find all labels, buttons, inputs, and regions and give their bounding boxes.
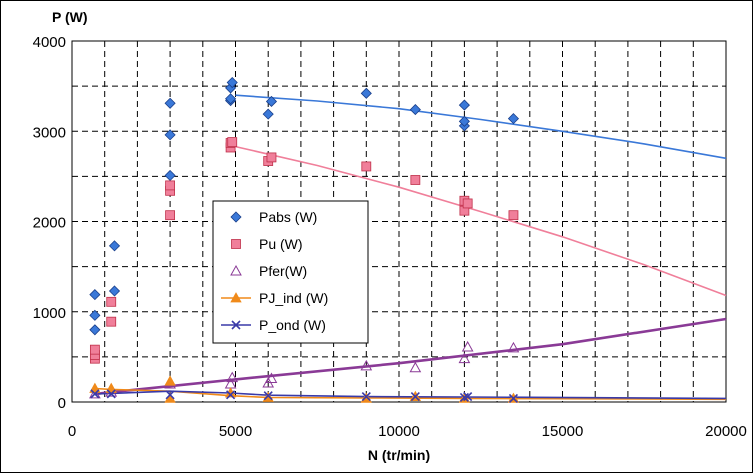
- trend-line: [94, 317, 727, 396]
- legend-item: Pabs (W): [230, 209, 317, 225]
- trend-line: [94, 387, 727, 401]
- data-point: [360, 359, 373, 371]
- data-point: [108, 240, 121, 252]
- data-point: [508, 393, 519, 403]
- data-point: [410, 175, 421, 185]
- trend-line: [235, 145, 727, 297]
- data-point: [227, 137, 238, 147]
- data-point: [458, 99, 470, 111]
- data-point: [361, 161, 372, 172]
- data-point: [225, 93, 237, 105]
- legend-item: Pfer(W): [230, 263, 307, 279]
- data-point: [105, 382, 117, 393]
- data-point: [507, 341, 520, 353]
- legend-item: PJ_ind (W): [221, 290, 328, 306]
- data-point: [459, 392, 469, 403]
- data-point: [89, 344, 100, 355]
- data-point: [108, 285, 121, 297]
- data-point: [164, 169, 176, 182]
- data-point: [265, 95, 278, 108]
- data-point: [262, 108, 274, 120]
- data-point: [165, 210, 176, 221]
- legend-marker: [230, 264, 242, 276]
- legend-marker: [231, 239, 241, 249]
- data-point: [226, 76, 238, 89]
- legend-marker: [231, 320, 241, 330]
- data-point: [507, 113, 520, 125]
- data-point: [462, 198, 473, 209]
- data-point: [89, 382, 101, 393]
- data-point: [226, 390, 236, 400]
- data-point: [226, 371, 239, 383]
- y-tick-label: 2000: [33, 215, 66, 232]
- legend-label: Pabs (W): [259, 209, 317, 225]
- data-point: [89, 324, 101, 336]
- data-point: [361, 392, 371, 402]
- legend-label: Pfer(W): [259, 263, 307, 279]
- data-point: [164, 375, 176, 386]
- x-axis-title: N (tr/min): [368, 447, 430, 463]
- x-tick-label: 20000: [705, 423, 747, 440]
- data-point: [106, 316, 117, 327]
- y-tick-label: 0: [58, 395, 66, 412]
- data-point: [106, 296, 117, 307]
- data-point: [463, 392, 473, 402]
- data-point: [263, 391, 273, 401]
- x-tick-label: 15000: [542, 423, 584, 440]
- trend-line: [94, 390, 727, 400]
- data-point: [165, 180, 176, 191]
- legend-marker: [230, 211, 242, 223]
- trend-layer: [94, 94, 727, 401]
- trend-line: [235, 94, 727, 160]
- legend-marker: [230, 292, 242, 303]
- data-point: [265, 372, 278, 384]
- data-point: [89, 387, 101, 399]
- data-point: [508, 210, 519, 221]
- data-point: [409, 104, 421, 116]
- data-point: [266, 152, 277, 163]
- data-point: [89, 309, 101, 321]
- data-point: [360, 87, 372, 99]
- y-axis-title: P (W): [52, 9, 88, 25]
- y-tick-label: 1000: [33, 305, 66, 322]
- y-tick-label: 3000: [33, 124, 66, 141]
- x-tick-label: 5000: [219, 423, 252, 440]
- data-point: [458, 352, 471, 364]
- data-point: [458, 115, 470, 127]
- legend-item: Pu (W): [231, 236, 303, 252]
- legend: Pabs (W) Pu (W) Pfer(W) PJ_ind (W) P_ond (W): [212, 200, 369, 344]
- tick-layer: 0 5000 10000 15000 20000 0 1000 2000 3000 4000: [33, 34, 747, 440]
- data-point: [165, 390, 175, 400]
- data-point: [90, 389, 100, 399]
- data-point: [89, 289, 101, 301]
- x-tick-label: 0: [68, 423, 76, 440]
- point-layer: [89, 76, 520, 403]
- data-point: [410, 392, 420, 402]
- legend-label: PJ_ind (W): [259, 290, 328, 306]
- data-point: [409, 361, 422, 373]
- data-point: [164, 129, 176, 141]
- data-point: [461, 340, 474, 352]
- legend-item: P_ond (W): [221, 317, 326, 333]
- y-tick-label: 4000: [33, 34, 66, 51]
- x-tick-label: 10000: [378, 423, 420, 440]
- data-point: [164, 97, 176, 109]
- legend-label: Pu (W): [259, 236, 303, 252]
- data-point: [106, 389, 116, 399]
- legend-label: P_ond (W): [259, 317, 326, 333]
